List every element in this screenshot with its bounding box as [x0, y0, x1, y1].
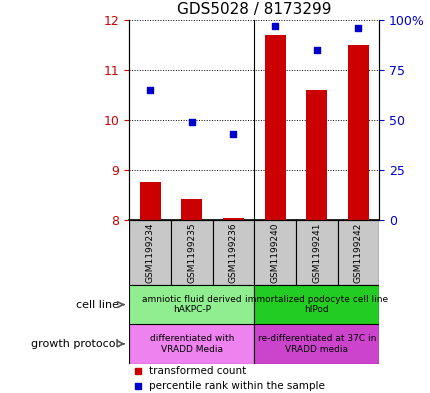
Point — [271, 22, 278, 29]
Bar — [171, 220, 212, 285]
Text: immortalized podocyte cell line
hIPod: immortalized podocyte cell line hIPod — [245, 295, 387, 314]
Text: cell line: cell line — [75, 299, 118, 310]
Text: re-differentiated at 37C in
VRADD media: re-differentiated at 37C in VRADD media — [257, 334, 375, 354]
Bar — [254, 285, 378, 324]
Text: growth protocol: growth protocol — [31, 339, 118, 349]
Point — [354, 24, 361, 31]
Bar — [139, 182, 160, 220]
Bar — [306, 90, 326, 220]
Text: GSM1199236: GSM1199236 — [228, 222, 237, 283]
Text: GSM1199242: GSM1199242 — [353, 222, 362, 283]
Point — [230, 131, 236, 137]
Point — [146, 87, 153, 93]
Text: GSM1199234: GSM1199234 — [145, 222, 154, 283]
Bar — [212, 220, 254, 285]
Title: GDS5028 / 8173299: GDS5028 / 8173299 — [177, 2, 331, 17]
Point — [313, 46, 319, 53]
Bar — [337, 220, 378, 285]
Bar — [129, 285, 254, 324]
Text: GSM1199235: GSM1199235 — [187, 222, 196, 283]
Bar — [129, 324, 254, 364]
Bar — [129, 220, 171, 285]
Text: transformed count: transformed count — [148, 366, 246, 376]
Bar — [264, 35, 285, 220]
Text: amniotic fluid derived
hAKPC-P: amniotic fluid derived hAKPC-P — [141, 295, 241, 314]
Bar — [254, 324, 378, 364]
Bar — [223, 218, 243, 220]
Bar — [181, 199, 202, 220]
Bar — [295, 220, 337, 285]
Bar — [347, 45, 368, 220]
Text: GSM1199241: GSM1199241 — [312, 222, 320, 283]
Text: GSM1199240: GSM1199240 — [270, 222, 279, 283]
Text: differentiated with
VRADD Media: differentiated with VRADD Media — [149, 334, 233, 354]
Text: percentile rank within the sample: percentile rank within the sample — [148, 381, 324, 391]
Point — [188, 119, 195, 125]
Bar — [254, 220, 295, 285]
